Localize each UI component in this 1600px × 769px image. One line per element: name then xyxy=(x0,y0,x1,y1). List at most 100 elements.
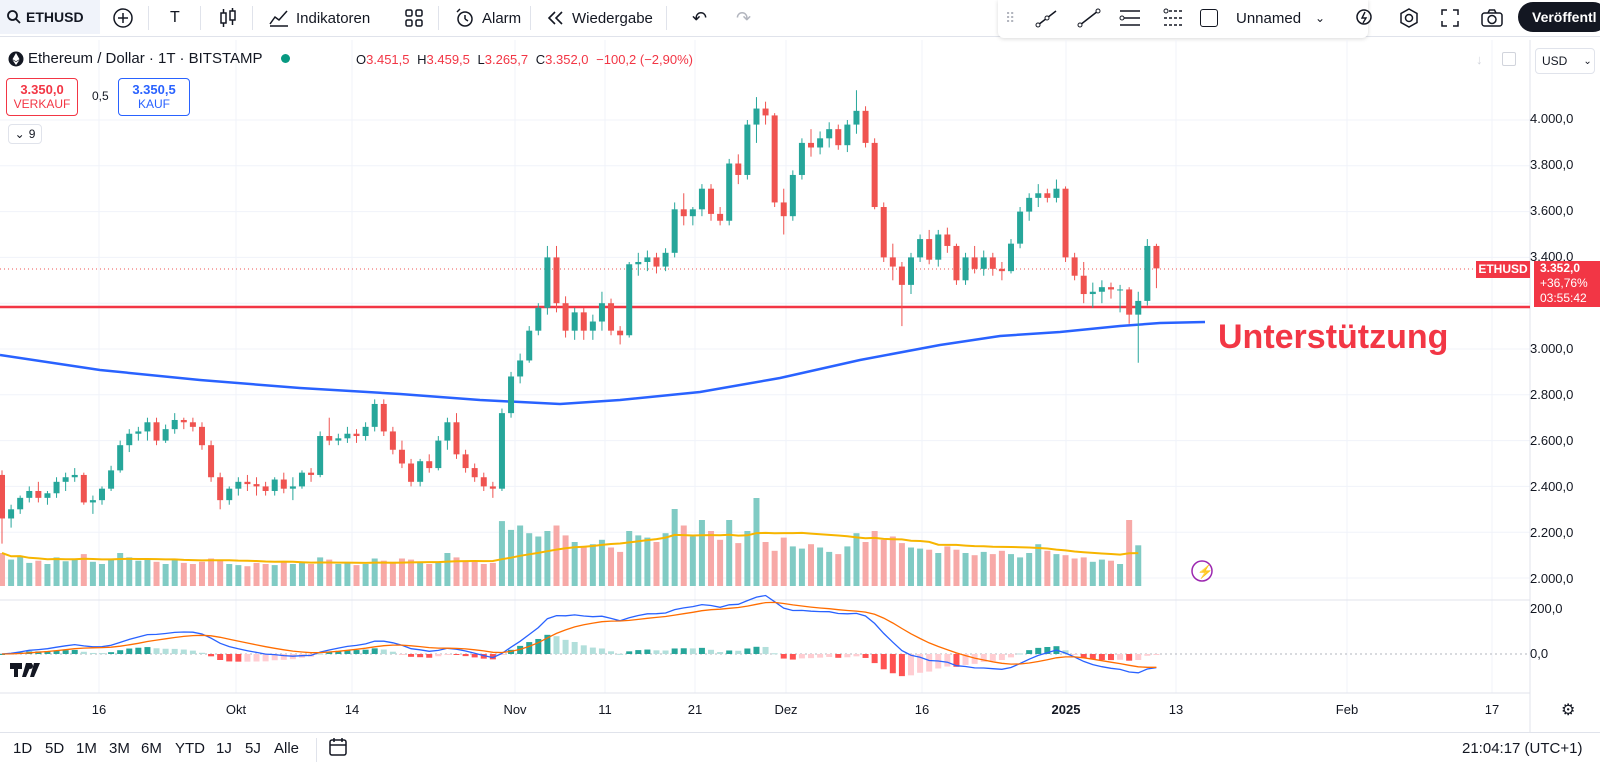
range-1m[interactable]: 1M xyxy=(76,740,97,757)
layout-name-button[interactable]: Unnamed ⌄ xyxy=(1236,0,1325,36)
volume-bar xyxy=(253,562,260,586)
compare-button[interactable] xyxy=(112,0,134,36)
candle xyxy=(571,307,578,340)
replay-button[interactable]: Wiedergabe xyxy=(546,0,653,36)
volume-bar xyxy=(480,564,487,586)
candle xyxy=(471,463,478,482)
symbol-search[interactable]: ETHUSD xyxy=(0,0,100,34)
candle xyxy=(326,417,333,446)
lightning-search-icon xyxy=(1356,9,1372,25)
candle xyxy=(89,495,96,514)
macd-histogram-bar xyxy=(198,652,205,654)
macd-histogram-bar xyxy=(780,654,787,659)
market-status-dot[interactable] xyxy=(280,54,290,63)
volume-bar xyxy=(862,542,869,586)
support-annotation[interactable]: Unterstützung xyxy=(1218,318,1448,356)
axis-settings-icon[interactable]: ⚙ xyxy=(1561,702,1576,719)
sell-price: 3.350,0 xyxy=(20,82,64,97)
macd-histogram-bar xyxy=(953,654,960,667)
trendline-tool[interactable] xyxy=(1034,0,1060,36)
indicators-collapse-button[interactable]: ⌄ 9 xyxy=(8,124,42,144)
candle xyxy=(662,248,669,272)
candle xyxy=(1007,239,1014,274)
candle xyxy=(980,250,987,276)
range-1d[interactable]: 1D xyxy=(13,740,33,757)
goto-date-button[interactable] xyxy=(327,736,351,763)
macd-histogram-bar xyxy=(980,654,987,662)
macd-histogram-bar xyxy=(680,648,687,654)
maximize-pane-icon[interactable] xyxy=(1502,52,1516,66)
range-5d[interactable]: 5D xyxy=(45,740,65,757)
range-3m[interactable]: 3M xyxy=(109,740,130,757)
range-6m[interactable]: 6M xyxy=(141,740,162,757)
macd-histogram-bar xyxy=(535,638,542,654)
volume-bar xyxy=(671,509,678,586)
candle xyxy=(126,429,133,453)
clock-timezone[interactable]: 21:04:17 (UTC+1) xyxy=(1462,740,1583,757)
drag-handle-icon[interactable]: ⠿ xyxy=(1005,9,1016,26)
lightning-badge[interactable] xyxy=(1191,560,1213,582)
volume-bar xyxy=(308,564,315,586)
buy-price: 3.350,5 xyxy=(132,82,176,97)
currency-select[interactable]: USD ⌄ xyxy=(1535,48,1595,74)
alert-button[interactable]: Alarm xyxy=(454,0,521,36)
tradingview-logo xyxy=(10,663,40,677)
candle xyxy=(589,314,596,340)
indicators-button[interactable]: Indikatoren xyxy=(268,0,370,36)
macd-histogram-bar xyxy=(653,650,660,654)
volume-bar xyxy=(262,564,269,586)
chart-type-button[interactable] xyxy=(218,0,238,36)
macd-histogram-bar xyxy=(526,642,533,654)
volume-bar xyxy=(535,536,542,586)
volume-bar xyxy=(0,553,5,586)
range-5j[interactable]: 5J xyxy=(245,740,261,757)
volume-bar xyxy=(453,557,460,586)
quick-search-button[interactable] xyxy=(1354,0,1376,36)
macd-histogram-bar xyxy=(808,654,815,659)
sell-button[interactable]: 3.350,0 VERKAUF xyxy=(6,78,78,116)
fullscreen-button[interactable] xyxy=(1440,0,1460,36)
fib-tool[interactable] xyxy=(1116,0,1144,36)
volume-bar xyxy=(144,558,151,586)
volume-bar xyxy=(353,565,360,586)
candle xyxy=(1026,193,1033,221)
candle xyxy=(526,326,533,363)
macd-histogram-bar xyxy=(89,652,96,654)
undo-button[interactable]: ↶ xyxy=(692,0,707,36)
volume-bar xyxy=(1098,559,1105,586)
redo-button[interactable]: ↷ xyxy=(736,0,751,36)
symbol-title[interactable]: Ethereum / Dollar · 1T · BITSTAMP xyxy=(28,50,263,67)
macd-histogram-bar xyxy=(1007,654,1014,658)
volume-bar xyxy=(762,542,769,586)
color-swatch[interactable] xyxy=(1200,0,1218,36)
fib-extension-tool[interactable] xyxy=(1160,0,1188,36)
macd-histogram-bar xyxy=(453,654,460,655)
macd-histogram-bar xyxy=(1026,650,1033,654)
volume-bar xyxy=(589,544,596,586)
buy-button[interactable]: 3.350,5 KAUF xyxy=(118,78,190,116)
range-1j[interactable]: 1J xyxy=(216,740,232,757)
time-axis-label: Nov xyxy=(503,702,527,717)
chevron-down-icon: ⌄ xyxy=(1583,55,1592,67)
candle xyxy=(762,101,769,125)
volume-bar xyxy=(217,560,224,586)
volume-bar xyxy=(1135,545,1142,586)
volume-bar xyxy=(944,546,951,586)
publish-button[interactable]: Veröffentl xyxy=(1518,2,1600,32)
volume-bar xyxy=(1062,555,1069,586)
settings-button[interactable] xyxy=(1398,0,1420,36)
line-tool[interactable] xyxy=(1076,0,1102,36)
range-ytd[interactable]: YTD xyxy=(175,740,205,757)
download-icon[interactable]: ↓ xyxy=(1476,52,1483,67)
range-all[interactable]: Alle xyxy=(274,740,300,757)
volume-bar xyxy=(662,533,669,586)
volume-bar xyxy=(580,546,587,586)
candle xyxy=(908,252,914,295)
moving-average-line xyxy=(0,320,1206,406)
macd-histogram-bar xyxy=(144,647,151,654)
volume-bar xyxy=(408,559,415,586)
snapshot-button[interactable] xyxy=(1480,0,1504,36)
interval-button[interactable]: T xyxy=(170,9,180,26)
templates-button[interactable] xyxy=(404,0,424,36)
